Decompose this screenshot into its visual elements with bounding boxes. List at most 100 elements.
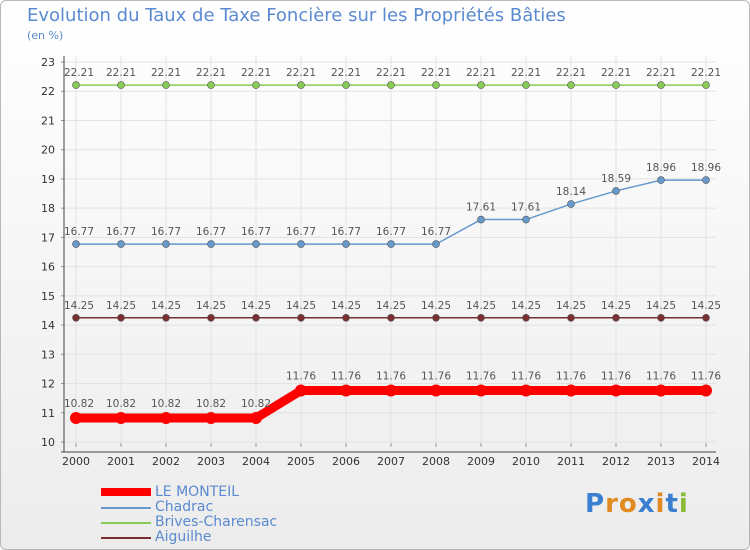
y-tick-label: 14 <box>41 319 55 332</box>
data-point <box>250 412 262 425</box>
data-label: 11.76 <box>601 371 631 383</box>
legend-swatch <box>101 488 151 496</box>
data-label: 14.25 <box>691 300 721 312</box>
data-point <box>702 313 710 322</box>
axes <box>61 56 716 453</box>
data-point <box>432 81 440 89</box>
data-point <box>520 384 532 397</box>
x-tick-label: 2001 <box>107 455 135 468</box>
data-point <box>387 240 395 248</box>
data-point <box>387 81 395 89</box>
legend: LE MONTEIL Chadrac Brives-Charensac Aiguilh… <box>101 485 341 545</box>
x-tick-label: 2011 <box>557 455 585 468</box>
y-tick-label: 22 <box>41 85 55 98</box>
data-label: 16.77 <box>376 226 406 238</box>
y-tick-label: 13 <box>41 348 55 361</box>
logo-letter: i <box>678 489 689 519</box>
data-point <box>295 384 307 397</box>
data-label: 17.61 <box>511 202 541 214</box>
data-label: 18.96 <box>646 162 676 174</box>
data-point <box>342 240 350 248</box>
x-tick-labels: 2000 2001 2002 2003 2004 2005 2006 2007 2008 2009… <box>62 455 720 468</box>
data-label: 22.21 <box>64 67 94 79</box>
x-tick-label: 2012 <box>602 455 630 468</box>
y-tick-labels: 10 11 12 13 14 15 16 17 18 19 20 21 22 23 <box>41 56 55 449</box>
data-point <box>702 81 710 89</box>
x-tick-label: 2009 <box>467 455 495 468</box>
data-point <box>432 240 440 248</box>
data-label: 14.25 <box>421 300 451 312</box>
data-point <box>657 81 665 89</box>
legend-label: Brives-Charensac <box>155 514 278 530</box>
data-label: 11.76 <box>376 371 406 383</box>
data-point <box>430 384 442 397</box>
data-point <box>385 384 397 397</box>
data-label: 14.25 <box>64 300 94 312</box>
x-tick-label: 2007 <box>377 455 405 468</box>
data-point <box>297 313 305 322</box>
proxiti-logo: Proxiti <box>585 489 689 519</box>
legend-swatch <box>101 537 151 539</box>
logo-letter: o <box>618 489 638 519</box>
data-label: 16.77 <box>286 226 316 238</box>
y-tick-label: 12 <box>41 378 55 391</box>
data-label: 22.21 <box>466 67 496 79</box>
data-point <box>567 81 575 89</box>
data-point <box>477 81 485 89</box>
data-point <box>567 200 575 208</box>
data-label: 22.21 <box>286 67 316 79</box>
data-point <box>475 384 487 397</box>
legend-label: Aiguilhe <box>155 529 212 545</box>
series-points <box>70 81 712 425</box>
data-label: 16.77 <box>196 226 226 238</box>
data-point <box>655 384 667 397</box>
legend-item: Chadrac <box>101 500 341 515</box>
data-label: 14.25 <box>106 300 136 312</box>
data-label: 22.21 <box>376 67 406 79</box>
data-label: 14.25 <box>151 300 181 312</box>
data-point <box>612 81 620 89</box>
data-point <box>162 81 170 89</box>
data-label: 14.25 <box>331 300 361 312</box>
data-label: 14.25 <box>286 300 316 312</box>
data-label: 11.76 <box>466 371 496 383</box>
data-point <box>565 384 577 397</box>
data-label: 16.77 <box>421 226 451 238</box>
data-point <box>702 176 710 184</box>
data-point <box>70 412 82 425</box>
data-point <box>612 187 620 195</box>
data-point <box>252 240 260 248</box>
data-point <box>522 313 530 322</box>
logo-letter: P <box>585 489 606 519</box>
x-tick-label: 2013 <box>647 455 675 468</box>
data-point <box>72 81 80 89</box>
data-point <box>162 240 170 248</box>
x-tick-label: 2002 <box>152 455 180 468</box>
data-point <box>207 81 215 89</box>
data-label: 18.59 <box>601 173 631 185</box>
data-point <box>115 412 127 425</box>
x-tick-label: 2003 <box>197 455 225 468</box>
x-tick-label: 2000 <box>62 455 90 468</box>
x-tick-label: 2005 <box>287 455 315 468</box>
y-tick-label: 17 <box>41 231 55 244</box>
data-label: 14.25 <box>196 300 226 312</box>
data-label: 10.82 <box>106 398 136 410</box>
data-point <box>477 313 485 322</box>
data-label: 16.77 <box>241 226 271 238</box>
y-tick-label: 15 <box>41 290 55 303</box>
data-label: 18.14 <box>556 186 586 198</box>
logo-letter: t <box>665 489 679 519</box>
legend-item: Brives-Charensac <box>101 515 341 530</box>
data-point <box>205 412 217 425</box>
data-point <box>657 176 665 184</box>
data-label: 22.21 <box>241 67 271 79</box>
data-label: 16.77 <box>331 226 361 238</box>
data-label: 10.82 <box>196 398 226 410</box>
legend-swatch <box>101 522 151 524</box>
data-label: 18.96 <box>691 162 721 174</box>
data-label: 16.77 <box>64 226 94 238</box>
data-label: 11.76 <box>646 371 676 383</box>
